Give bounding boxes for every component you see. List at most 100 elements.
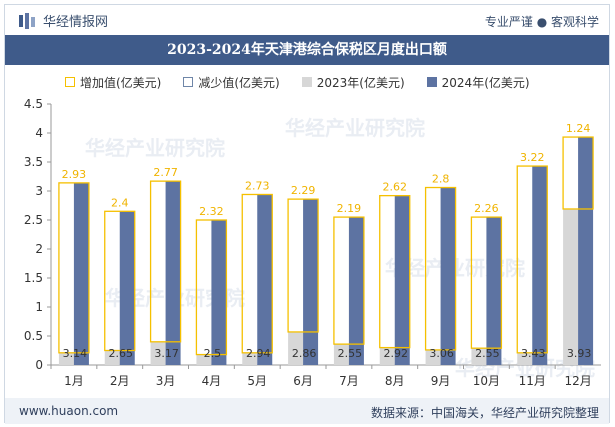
increase-bracket [241, 193, 273, 354]
legend-swatch-2024 [426, 77, 437, 87]
legend-swatch-decrease [183, 77, 194, 87]
increase-bracket [333, 216, 365, 345]
bar-chart: 华经产业研究院华经产业研究院华经产业研究院华经产业研究院华经产业研究院00.51… [24, 97, 601, 388]
bar-2024 [303, 199, 319, 365]
increase-bracket [470, 216, 503, 349]
chart-frame: 华经情报网 专业严谨 ● 客观科学 2023-2024年天津港综合保税区月度出口… [4, 4, 610, 424]
x-category-label: 9月 [431, 374, 451, 388]
x-category-label: 1月 [64, 374, 84, 388]
legend-label-decrease: 减少值(亿美元) [198, 75, 280, 90]
bar-2023 [517, 352, 533, 365]
value-label-2024: 2.55 [338, 347, 363, 360]
y-tick-label: 3 [35, 184, 43, 198]
bar-2023 [288, 331, 304, 365]
value-label-2024: 2.55 [475, 347, 500, 360]
bar-2023 [379, 347, 395, 365]
increase-value-label: 2.62 [383, 181, 408, 194]
increase-bracket [149, 180, 182, 343]
chart-legend: 增加值(亿美元) 减少值(亿美元) 2023年(亿美元) 2024年(亿美元) [65, 71, 530, 93]
tagline: 专业严谨 ● 客观科学 [484, 15, 599, 29]
increase-value-label: 2.26 [474, 202, 499, 215]
y-tick-label: 2 [35, 242, 43, 256]
increase-bracket [104, 210, 136, 352]
brand-logo: 华经情报网 [19, 11, 108, 30]
increase-value-label: 1.24 [566, 122, 591, 135]
x-category-label: 3月 [156, 374, 176, 388]
legend-swatch-2023 [301, 77, 312, 87]
increase-value-label: 3.22 [520, 151, 545, 164]
bar-2024 [119, 211, 135, 365]
y-tick-label: 1.5 [24, 271, 43, 285]
bar-2024 [394, 195, 410, 365]
legend-item-2024: 2024年(亿美元) [426, 71, 530, 93]
value-label-2024: 2.86 [292, 347, 317, 360]
legend-item-decrease: 减少值(亿美元) [183, 71, 280, 93]
footer: www.huaon.com 数据来源：中国海关，华经产业研究院整理 [5, 398, 609, 424]
x-category-label: 11月 [519, 374, 546, 388]
bar-2023 [242, 352, 258, 365]
bar-2023 [425, 349, 441, 365]
increase-value-label: 2.29 [291, 184, 316, 197]
x-category-label: 7月 [339, 374, 359, 388]
x-category-label: 8月 [385, 374, 405, 388]
increase-bracket [379, 194, 411, 349]
legend-label-increase: 增加值(亿美元) [80, 75, 162, 90]
y-tick-label: 0.5 [24, 329, 43, 343]
increase-bracket [424, 186, 457, 351]
x-category-label: 5月 [247, 374, 267, 388]
x-category-label: 12月 [564, 374, 591, 388]
bar-2023 [471, 348, 487, 365]
value-label-2024: 2.65 [109, 347, 134, 360]
value-label-2024: 2.5 [204, 347, 222, 360]
legend-label-2024: 2024年(亿美元) [441, 75, 530, 90]
bar-2024 [165, 181, 181, 365]
increase-value-label: 2.32 [199, 205, 224, 218]
increase-bracket [516, 165, 548, 354]
increase-value-label: 2.73 [245, 179, 270, 192]
bar-2024 [440, 187, 456, 365]
watermark-text: 华经产业研究院 [85, 136, 225, 160]
bar-2023 [196, 354, 212, 365]
x-category-label: 2月 [110, 374, 130, 388]
y-tick-label: 0 [35, 358, 43, 372]
bar-2024 [486, 217, 502, 365]
y-tick-label: 2.5 [24, 213, 43, 227]
increase-value-label: 2.93 [62, 168, 87, 181]
top-bar: 华经情报网 专业严谨 ● 客观科学 [5, 5, 609, 35]
value-label-2024: 2.94 [246, 347, 271, 360]
increase-bracket [195, 219, 228, 356]
footer-url: www.huaon.com [19, 404, 119, 418]
bar-2024 [73, 182, 89, 365]
value-label-2024: 3.17 [154, 347, 179, 360]
value-label-2024: 3.43 [521, 347, 546, 360]
chart-title: 2023-2024年天津港综合保税区月度出口额 [5, 35, 609, 65]
bar-2023 [104, 350, 120, 365]
bar-2024 [578, 137, 594, 365]
bar-2024 [348, 217, 364, 365]
x-category-label: 6月 [293, 374, 313, 388]
x-category-label: 10月 [473, 374, 500, 388]
legend-item-increase: 增加值(亿美元) [65, 71, 161, 93]
bar-2024 [532, 166, 548, 365]
increase-value-label: 2.4 [111, 196, 129, 209]
bar-2024 [257, 194, 273, 365]
y-tick-label: 1 [35, 300, 43, 314]
increase-value-label: 2.77 [153, 166, 178, 179]
legend-item-2023: 2023年(亿美元) [301, 71, 405, 93]
y-tick-label: 3.5 [24, 155, 43, 169]
x-category-label: 4月 [202, 374, 222, 388]
legend-label-2023: 2023年(亿美元) [316, 75, 405, 90]
value-label-2024: 3.06 [429, 347, 454, 360]
value-label-2024: 3.93 [567, 347, 592, 360]
increase-bracket [287, 198, 319, 333]
bar-2023 [150, 341, 166, 365]
value-label-2024: 2.92 [384, 347, 409, 360]
increase-value-label: 2.8 [432, 173, 450, 186]
value-label-2024: 3.14 [63, 347, 88, 360]
y-tick-label: 4 [35, 126, 43, 140]
increase-bracket [562, 136, 594, 210]
bar-2023 [563, 208, 579, 365]
increase-bracket [58, 182, 90, 354]
y-tick-label: 4.5 [24, 97, 43, 111]
increase-value-label: 2.19 [337, 202, 362, 215]
